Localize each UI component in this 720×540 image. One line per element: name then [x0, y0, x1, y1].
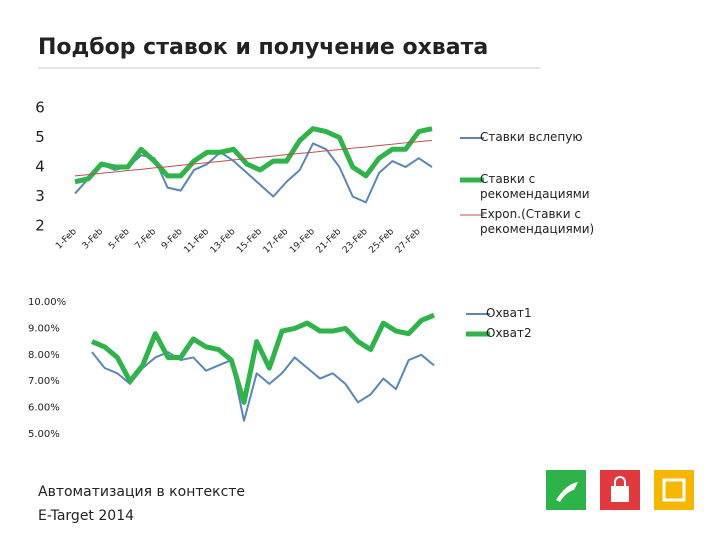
x-tick-label: 9-Feb — [160, 227, 185, 252]
series-line — [74, 139, 433, 177]
legend-label: Ставки с рекомендациями — [480, 172, 590, 201]
series-line — [91, 351, 435, 422]
y-tick-label: 5 — [35, 128, 45, 146]
icon-glyph — [611, 486, 629, 502]
x-tick-label: 5-Feb — [107, 227, 132, 252]
y-tick-label: 7.00% — [28, 376, 60, 387]
x-tick-label: 27-Feb — [394, 227, 423, 256]
y-tick-label: 2 — [35, 217, 45, 235]
y-tick-label: 3 — [35, 187, 45, 205]
y-tick-label: 4 — [35, 158, 45, 176]
y-tick-label: 10.00% — [28, 297, 66, 308]
legend-label: Охват1 — [486, 306, 532, 320]
icon-glyph — [556, 482, 578, 502]
icon-glyph — [662, 478, 686, 502]
icon — [654, 470, 694, 510]
x-tick-label: 3-Feb — [81, 227, 106, 252]
x-tick-label: 1-Feb — [54, 227, 79, 252]
legend-label: Ставки вслепую — [480, 130, 583, 144]
x-tick-label: 15-Feb — [235, 227, 264, 256]
y-tick-label: 8.00% — [28, 350, 60, 361]
y-tick-label: 6.00% — [28, 403, 60, 414]
icons — [546, 470, 694, 510]
y-tick-label: 9.00% — [28, 323, 60, 334]
series-line — [74, 142, 433, 204]
x-tick-label: 17-Feb — [262, 227, 291, 256]
x-tick-label: 23-Feb — [341, 227, 370, 256]
y-tick-label: 5.00% — [28, 429, 60, 440]
x-tick-label: 11-Feb — [182, 227, 211, 256]
footer-line: E-Target 2014 — [38, 508, 134, 524]
legend-label: Expon.(Ставки с рекомендациями) — [480, 207, 595, 236]
x-tick-label: 21-Feb — [315, 227, 344, 256]
x-tick-label: 19-Feb — [288, 227, 317, 256]
legend-label: Охват2 — [486, 326, 532, 340]
x-tick-label: 13-Feb — [209, 227, 238, 256]
y-tick-label: 6 — [35, 99, 45, 117]
series-line — [91, 312, 435, 405]
slide-title: Подбор ставок и получение охвата — [38, 35, 488, 60]
series-line — [74, 126, 433, 185]
icon-glyph — [614, 476, 626, 486]
x-tick-label: 7-Feb — [134, 227, 159, 252]
footer-line: Автоматизация в контексте — [38, 484, 245, 500]
x-tick-label: 25-Feb — [367, 227, 396, 256]
